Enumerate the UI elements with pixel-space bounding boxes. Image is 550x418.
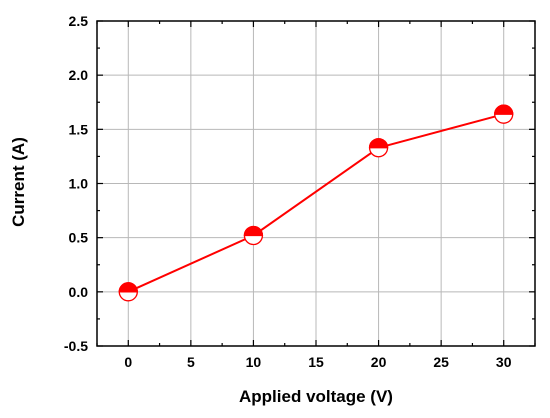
x-tick-label: 30 (496, 354, 512, 370)
y-tick-label: 1.5 (69, 121, 89, 137)
y-tick-label: 2.0 (69, 67, 89, 83)
data-point-fill (368, 138, 389, 149)
data-point (118, 282, 138, 302)
y-tick-label: 1.0 (69, 176, 89, 192)
y-tick-label: -0.5 (64, 338, 88, 354)
series-line (127, 113, 504, 293)
data-point (368, 138, 389, 158)
y-tick-label: 0.5 (69, 230, 89, 246)
x-tick-labels: 0 5 10 15 20 25 30 (124, 354, 511, 370)
tick-marks (96, 20, 536, 347)
data-point (243, 225, 264, 246)
data-point (494, 104, 514, 124)
y-tick-label: 0.0 (69, 284, 89, 300)
x-tick-label: 10 (246, 354, 262, 370)
x-tick-label: 20 (371, 354, 387, 370)
x-tick-label: 5 (187, 354, 195, 370)
data-point-fill (243, 225, 264, 237)
grid-lines (97, 20, 535, 347)
data-series (118, 104, 514, 302)
data-point-fill (494, 104, 514, 115)
data-point-fill (118, 282, 138, 293)
y-tick-labels: -0.5 0.0 0.5 1.0 1.5 2.0 2.5 (64, 13, 88, 354)
y-axis-title: Current (A) (9, 137, 28, 227)
x-tick-label: 0 (124, 354, 132, 370)
x-tick-label: 25 (433, 354, 449, 370)
x-axis-title: Applied voltage (V) (239, 387, 393, 406)
y-tick-label: 2.5 (69, 13, 89, 29)
x-tick-label: 15 (308, 354, 324, 370)
